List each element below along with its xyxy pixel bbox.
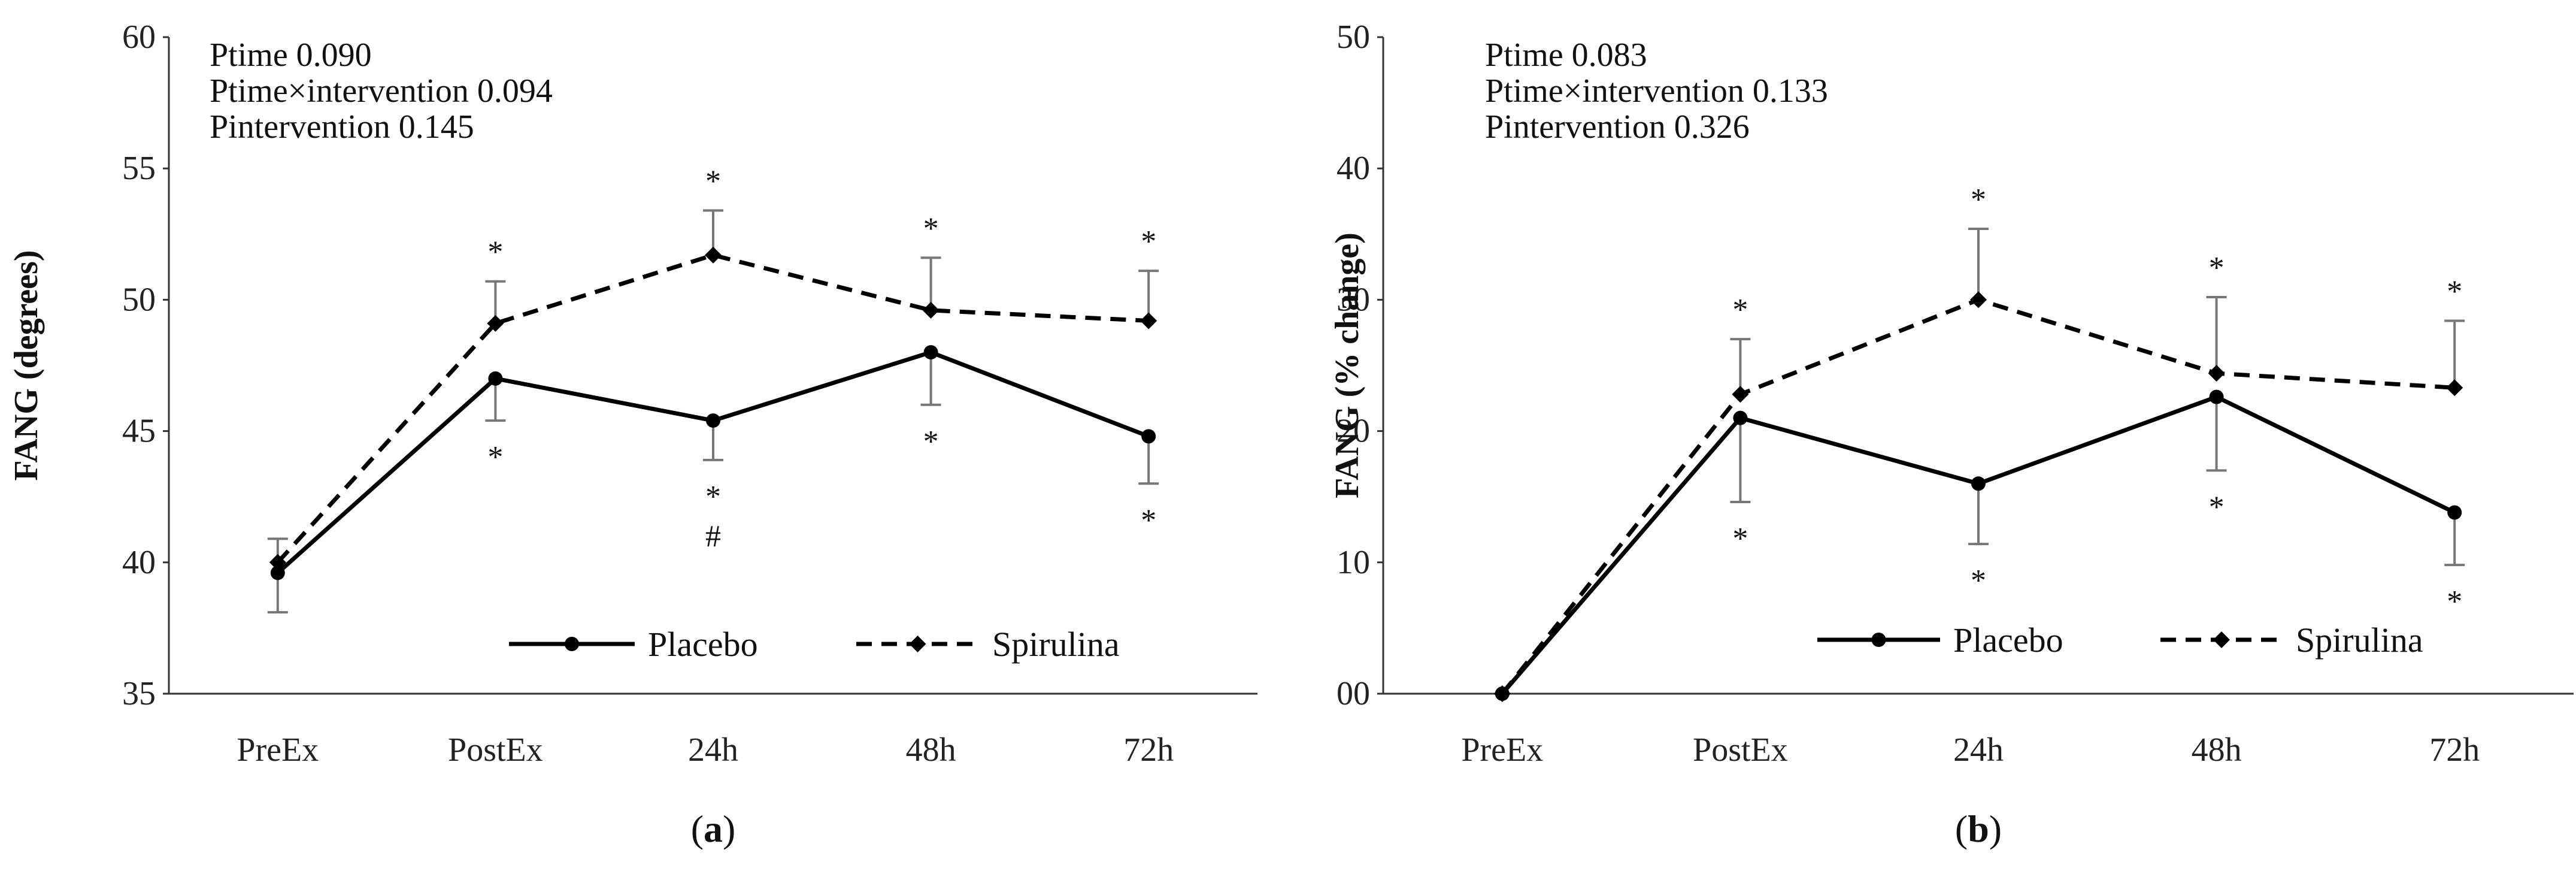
significance-marker: * [487,235,503,270]
significance-marker: * [705,164,721,198]
significance-marker: * [1732,293,1748,327]
x-tick-label: 48h [2192,731,2242,769]
panel-a: 35 40 45 50 55 60 PreEx PostEx 24h 48h 72h FANG (de… [8,19,1257,850]
significance-marker: * [923,425,939,459]
data-point-placebo [1141,429,1156,444]
y-tick-label: 50 [122,281,156,318]
p-value-annotation: Ptime 0.083 [1485,37,1647,74]
legend-marker-placebo [565,637,579,651]
data-point-placebo [923,345,938,360]
data-point-placebo [270,565,285,580]
y-tick-label: 50 [1337,19,1370,56]
significance-marker: * [1971,564,1986,598]
y-tick-label: 20 [1337,413,1370,450]
data-point-placebo [488,371,503,386]
data-point-placebo [706,413,720,428]
y-tick-label: 30 [1337,281,1370,318]
p-value-annotation: Ptime 0.090 [210,37,372,74]
data-point-spirulina [1493,685,1511,702]
significance-marker: * [2209,251,2225,285]
data-point-spirulina [487,314,504,332]
data-point-spirulina [2208,365,2225,382]
y-tick-label: 40 [1337,150,1370,187]
x-tick-label: PostEx [1693,731,1788,769]
data-point-spirulina [269,554,286,571]
significance-marker: * [1971,183,1986,217]
panel-label-part: ) [1989,808,2002,850]
legend-marker-spirulina [909,636,926,652]
x-tick-label: PreEx [237,731,319,769]
panel-label-part: a [704,808,723,850]
y-axis-label: FANG (degrees) [8,250,45,480]
legend-marker-spirulina [2213,631,2230,648]
series-line-spirulina [276,253,1149,564]
x-tick-label: 72h [1123,731,1174,769]
y-tick-label: 55 [122,150,156,187]
panel-label-part: b [1968,808,1989,850]
significance-marker: * [923,211,939,246]
data-point-spirulina [1970,291,1987,309]
p-value-annotation: Pintervention 0.145 [210,108,474,146]
significance-marker: * [1141,503,1156,537]
x-tick-label: PreEx [1461,731,1543,769]
data-point-placebo [1971,476,1986,491]
significance-marker: * [705,480,721,514]
significance-marker: * [2447,585,2462,619]
data-point-placebo [2209,389,2224,404]
panel-label-part: ( [691,808,704,850]
legend-label-placebo: Placebo [648,625,758,664]
panel-b: 00 10 20 30 40 50 PreEx PostEx 24h 48h 72h FANG (% … [1329,19,2574,850]
significance-marker: # [705,519,721,554]
significance-marker: * [2447,274,2462,309]
x-tick-label: 48h [906,731,956,769]
data-point-spirulina [1732,386,1749,403]
legend-marker-placebo [1871,633,1886,647]
legend-label-spirulina: Spirulina [2296,621,2423,660]
p-value-annotation: Ptime×intervention 0.133 [1485,72,1828,110]
data-point-spirulina [705,246,722,264]
x-tick-label: 24h [1953,731,2004,769]
y-tick-label: 10 [1337,544,1370,581]
panel-label: (b) [1955,808,2002,850]
x-tick-label: PostEx [448,731,543,769]
legend-label-placebo: Placebo [1953,621,2063,660]
x-tick-label: 72h [2429,731,2480,769]
y-tick-label: 35 [122,675,156,712]
p-value-annotation: Ptime×intervention 0.094 [210,72,553,110]
y-tick-label: 60 [122,19,156,56]
panel-label-part: ) [723,808,735,850]
panel-label: (a) [691,808,736,850]
data-point-spirulina [1140,312,1157,329]
significance-marker: * [487,440,503,474]
y-tick-label: 45 [122,413,156,450]
p-value-annotation: Pintervention 0.326 [1485,108,1750,146]
y-tick-label: 40 [122,544,156,581]
data-point-placebo [2447,505,2462,520]
y-axis-label: FANG (% change) [1329,232,1366,498]
panel-label-part: ( [1955,808,1968,850]
data-point-spirulina [2446,379,2463,397]
data-point-spirulina [922,301,940,319]
x-tick-label: 24h [688,731,738,769]
y-tick-label: 00 [1337,675,1370,712]
legend-label-spirulina: Spirulina [992,625,1120,664]
significance-marker: * [2209,490,2225,524]
significance-marker: * [1141,225,1156,259]
data-point-placebo [1733,410,1748,425]
significance-marker: * [1732,522,1748,556]
